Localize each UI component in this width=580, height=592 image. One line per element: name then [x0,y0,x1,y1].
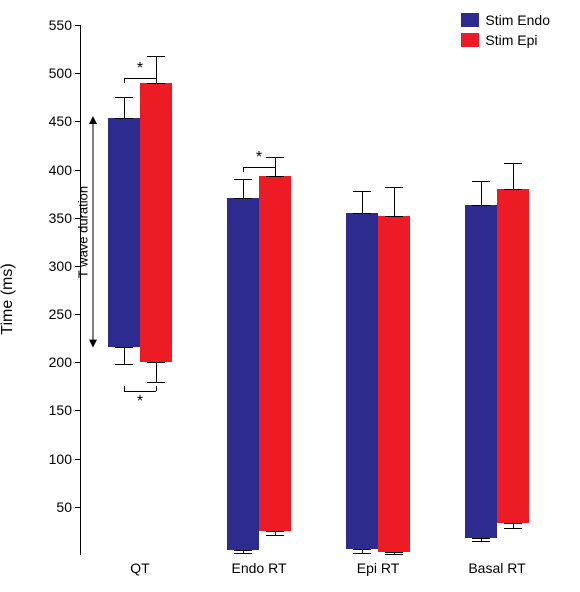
error-cap [115,347,133,348]
error-cap [266,176,284,177]
x-tick-label: Basal RT [468,560,525,576]
error-cap [266,535,284,536]
x-tick-label: QT [130,560,149,576]
bar [140,83,172,362]
y-tick-label: 150 [30,402,72,418]
legend-item: Stim Epi [461,32,550,48]
bar [259,176,291,531]
legend: Stim Endo Stim Epi [461,12,550,52]
y-tick-label: 500 [30,65,72,81]
error-cap [385,554,403,555]
bar [346,213,378,549]
y-tick-label: 200 [30,354,72,370]
error-cap [504,189,522,190]
error-bar [243,179,244,198]
error-cap [234,553,252,554]
error-bar [394,187,395,216]
x-tick-label: Epi RT [357,560,400,576]
error-cap [472,538,490,539]
error-cap [353,213,371,214]
x-tick-label: Endo RT [232,560,287,576]
significance-star: * [256,149,262,167]
significance-tick [243,167,244,172]
error-cap [115,97,133,98]
error-cap [504,528,522,529]
legend-item: Stim Endo [461,12,550,28]
significance-star: * [137,60,143,78]
plot-area: *** T wave duration Action potential dur… [80,25,550,555]
y-tick-label: 400 [30,162,72,178]
bar [465,205,497,537]
error-cap [472,541,490,542]
y-tick-label: 350 [30,210,72,226]
error-cap [147,382,165,383]
bar [108,118,140,346]
significance-tick [124,386,125,391]
y-tick-label: 250 [30,306,72,322]
significance-tick [156,78,157,83]
error-cap [385,216,403,217]
y-axis-title: Time (ms) [0,263,17,334]
error-bar [124,347,125,364]
significance-tick [156,386,157,391]
error-bar [481,181,482,205]
legend-swatch [461,13,479,27]
legend-swatch [461,33,479,47]
legend-label: Stim Endo [485,12,550,28]
error-cap [115,118,133,119]
error-cap [385,552,403,553]
error-bar [362,191,363,213]
error-bar [124,97,125,118]
error-bar [513,163,514,189]
significance-tick [275,167,276,172]
y-tick-label: 50 [30,499,72,515]
y-tick-label: 450 [30,113,72,129]
significance-bracket [243,167,275,168]
error-cap [147,56,165,57]
error-cap [266,157,284,158]
error-bar [156,362,157,381]
bar-chart: Time (ms) 50 100 150 200 250 300 350 400 450 500 5… [0,0,580,583]
error-cap [266,531,284,532]
significance-bracket [124,78,156,79]
error-cap [504,523,522,524]
error-cap [353,191,371,192]
legend-label: Stim Epi [485,32,537,48]
error-cap [234,550,252,551]
significance-tick [124,78,125,83]
error-cap [385,187,403,188]
annotation-label: T wave duration [76,186,91,278]
significance-bracket [124,391,156,392]
error-cap [504,163,522,164]
error-cap [353,549,371,550]
error-cap [234,198,252,199]
significance-star: * [137,393,143,411]
error-cap [147,362,165,363]
bar [378,216,410,552]
error-cap [115,364,133,365]
bar [227,198,259,550]
y-tick-label: 550 [30,17,72,33]
y-tick-label: 300 [30,258,72,274]
y-tick-label: 100 [30,451,72,467]
bar [497,189,529,523]
error-cap [234,179,252,180]
error-cap [472,181,490,182]
error-cap [353,553,371,554]
error-cap [472,205,490,206]
